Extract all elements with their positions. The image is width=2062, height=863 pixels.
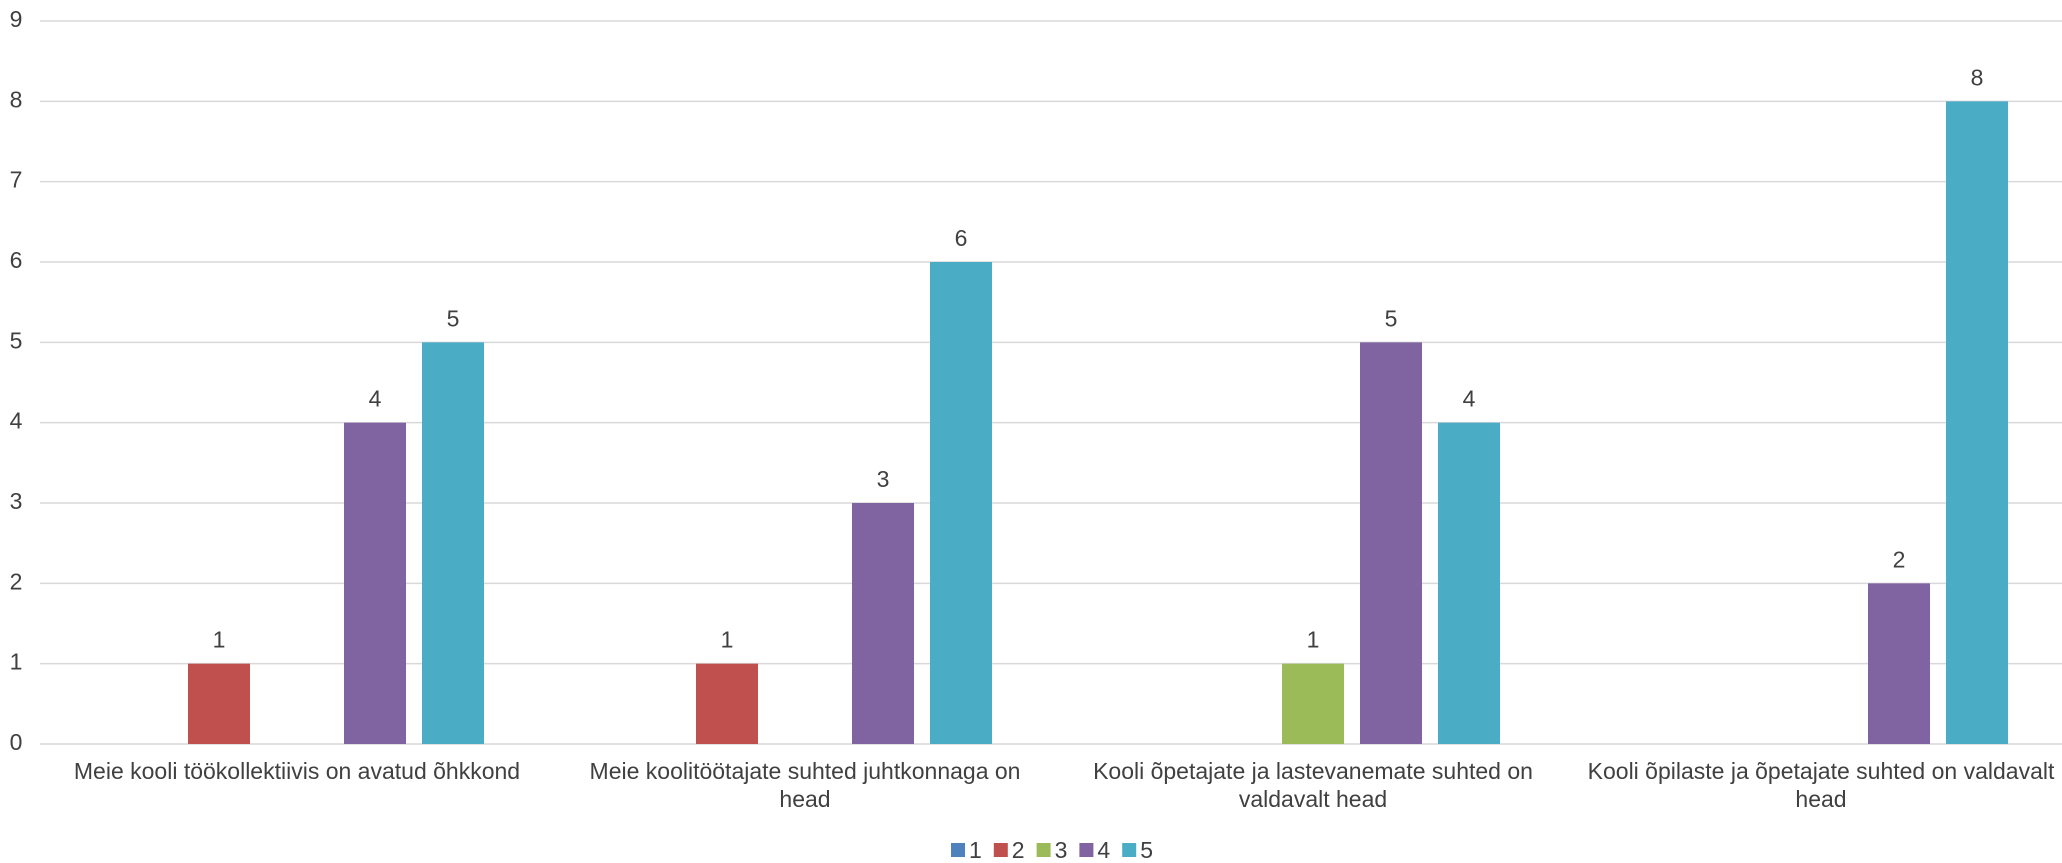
x-tick-label-line: Meie koolitöötajate suhted juhtkonnaga o… xyxy=(590,758,1021,784)
legend-swatch xyxy=(1036,843,1051,857)
legend-swatch xyxy=(1079,843,1094,857)
legend-swatch xyxy=(993,843,1008,857)
bar xyxy=(1946,101,2008,745)
y-tick-label: 2 xyxy=(10,568,23,594)
bar xyxy=(930,262,992,744)
bar xyxy=(1360,342,1422,744)
x-tick-label: Meie kooli töökollektiivis on avatud õhk… xyxy=(74,758,520,784)
data-label: 5 xyxy=(1385,305,1398,331)
legend-swatch xyxy=(951,843,966,857)
data-label: 6 xyxy=(955,225,968,251)
x-tick-label: Kooli õpetajate ja lastevanemate suhted … xyxy=(1093,758,1533,812)
x-tick-label-line: head xyxy=(1795,786,1846,812)
bar xyxy=(1438,422,1500,744)
y-tick-label: 4 xyxy=(10,408,23,434)
y-tick-label: 1 xyxy=(10,649,23,675)
y-tick-label: 8 xyxy=(10,86,23,112)
x-tick-label-line: Kooli õpetajate ja lastevanemate suhted … xyxy=(1093,758,1533,784)
bar xyxy=(1282,663,1344,744)
y-tick-label: 9 xyxy=(10,6,23,32)
bar xyxy=(344,422,406,744)
data-label: 2 xyxy=(1893,546,1906,572)
data-label: 3 xyxy=(877,466,890,492)
legend-label: 3 xyxy=(1055,837,1068,863)
x-tick-label-line: head xyxy=(779,786,830,812)
y-tick-label: 5 xyxy=(10,327,23,353)
bar xyxy=(188,663,250,744)
y-tick-label: 7 xyxy=(10,167,23,193)
bar xyxy=(1868,583,1930,744)
y-tick-label: 3 xyxy=(10,488,23,514)
legend-label: 2 xyxy=(1012,837,1025,863)
legend-label: 1 xyxy=(969,837,982,863)
x-tick-label: Kooli õpilaste ja õpetajate suhted on va… xyxy=(1588,758,2055,812)
x-tick-label-line: valdavalt head xyxy=(1239,786,1387,812)
data-label: 1 xyxy=(213,627,226,653)
data-label: 1 xyxy=(721,627,734,653)
data-label: 8 xyxy=(1971,64,1984,90)
bar xyxy=(696,663,758,744)
bar xyxy=(852,503,914,744)
y-tick-label: 0 xyxy=(10,729,23,755)
data-label: 1 xyxy=(1307,627,1320,653)
y-tick-label: 6 xyxy=(10,247,23,273)
x-tick-label: Meie koolitöötajate suhted juhtkonnaga o… xyxy=(590,758,1021,812)
bar xyxy=(422,342,484,744)
legend-swatch xyxy=(1122,843,1137,857)
data-label: 4 xyxy=(1463,386,1476,412)
legend-label: 4 xyxy=(1097,837,1110,863)
data-label: 5 xyxy=(447,305,460,331)
legend-label: 5 xyxy=(1140,837,1153,863)
x-tick-label-line: Kooli õpilaste ja õpetajate suhted on va… xyxy=(1588,758,2055,784)
legend: 1 2 3 4 5 xyxy=(951,837,1153,863)
data-label: 4 xyxy=(369,386,382,412)
